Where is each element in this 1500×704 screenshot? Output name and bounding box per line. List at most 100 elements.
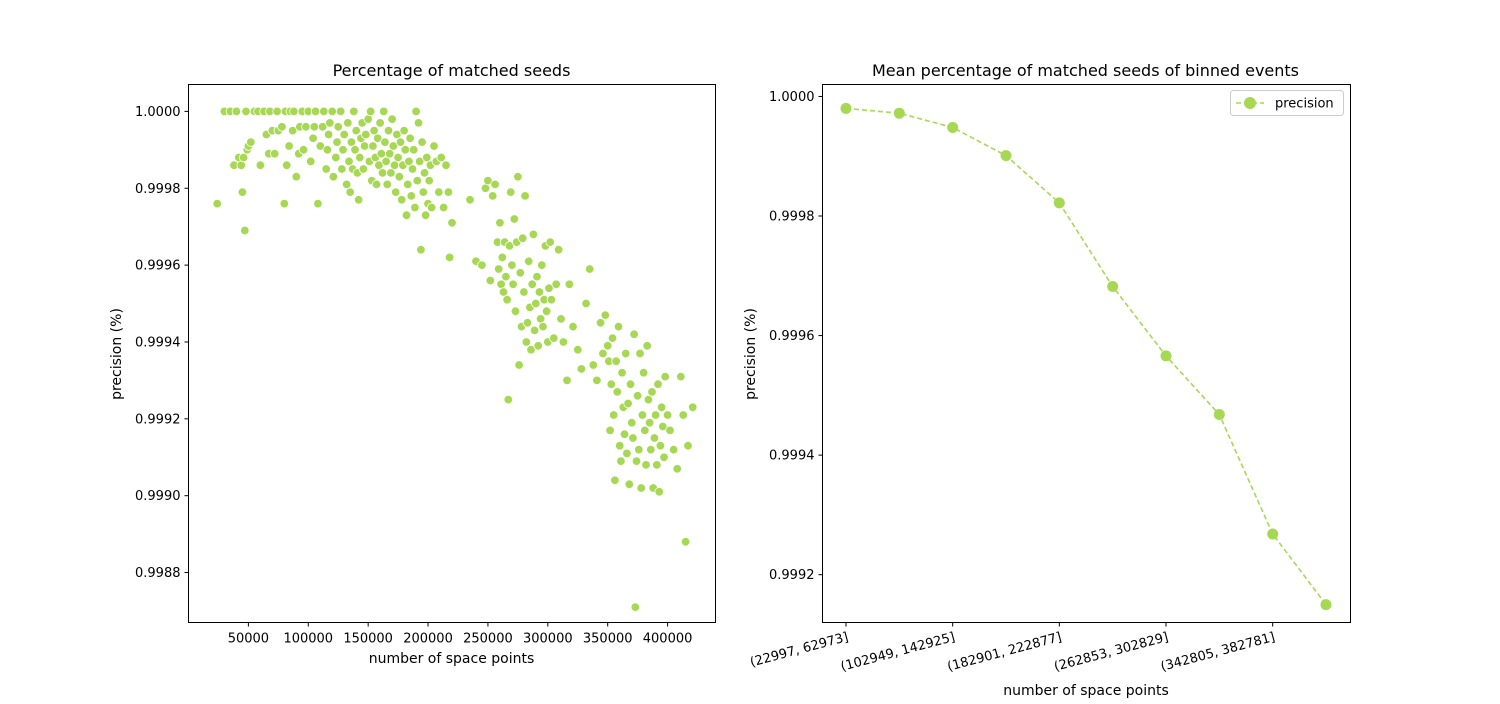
scatter-point (494, 264, 504, 274)
scatter-point (429, 141, 439, 151)
line-point (840, 102, 852, 114)
line-x-tick-label: (102949, 142925] (839, 630, 957, 675)
scatter-point (420, 210, 431, 220)
scatter-point (568, 321, 578, 332)
scatter-point (333, 122, 343, 132)
scatter-point (383, 125, 394, 136)
scatter-point (518, 233, 528, 243)
scatter-point (376, 148, 387, 159)
scatter-point (371, 179, 382, 190)
scatter-point (363, 114, 373, 124)
scatter-x-axis-ticks: 50000 100000 150000 200000 250000 300000 35000… (228, 622, 692, 647)
scatter-point (528, 229, 539, 240)
scatter-x-tick-label: 350000 (583, 632, 633, 647)
scatter-point (641, 460, 651, 470)
scatter-point (444, 252, 455, 263)
scatter-point (485, 275, 496, 286)
scatter-point (477, 260, 487, 270)
scatter-point (465, 195, 475, 205)
scatter-point (344, 156, 354, 167)
scatter-x-tick-label: 250000 (463, 632, 513, 647)
line-y-axis-label: precision (%) (743, 308, 759, 400)
scatter-point (412, 175, 423, 186)
scatter-point (301, 122, 311, 132)
scatter-point (328, 171, 339, 182)
line-series-path (845, 107, 1327, 606)
scatter-point (630, 602, 641, 612)
scatter-point (338, 145, 348, 155)
line-y-tick-label: 1.0000 (769, 90, 815, 105)
scatter-point (622, 448, 632, 459)
scatter-point (623, 398, 633, 409)
scatter-point (538, 321, 548, 332)
line-point (1267, 528, 1279, 540)
scatter-point (549, 333, 559, 343)
scatter-point (236, 160, 246, 170)
scatter-point (643, 394, 654, 405)
scatter-point (642, 341, 652, 351)
scatter-point (537, 260, 547, 270)
scatter-point (498, 287, 509, 297)
line-x-tick-label: (262853, 302829] (1052, 630, 1170, 675)
scatter-point (355, 152, 365, 163)
scatter-point (688, 402, 698, 413)
scatter-point (321, 164, 331, 174)
scatter-point (313, 198, 323, 209)
scatter-point (683, 441, 693, 451)
scatter-point (576, 364, 587, 374)
scatter-plot-frame (188, 84, 716, 623)
scatter-point (606, 379, 617, 389)
scatter-point (611, 356, 621, 366)
scatter-point (558, 337, 569, 347)
scatter-point (612, 387, 623, 397)
scatter-point (418, 187, 429, 197)
scatter-point (407, 164, 418, 174)
scatter-point (403, 179, 413, 190)
scatter-point (373, 133, 383, 144)
scatter-point (399, 125, 409, 136)
line-y-tick-label: 0.9994 (769, 449, 815, 464)
scatter-point (374, 160, 384, 170)
scatter-point (410, 202, 420, 213)
line-y-axis-ticks: 0.9992 0.9994 0.9996 0.9998 1.0000 (769, 90, 823, 583)
scatter-point (676, 371, 686, 382)
scatter-point (282, 160, 292, 170)
scatter-point (665, 425, 675, 436)
scatter-point (240, 225, 250, 236)
scatter-point (658, 421, 668, 432)
scatter-y-axis-label: precision (%) (109, 308, 125, 400)
scatter-point (556, 314, 566, 324)
scatter-point (607, 333, 618, 343)
scatter-point (349, 106, 359, 117)
scatter-point (231, 106, 242, 117)
scatter-point (483, 175, 493, 186)
scatter-point (417, 137, 427, 147)
scatter-point (279, 198, 290, 209)
scatter-y-tick-label: 0.9988 (135, 566, 181, 581)
scatter-point (404, 156, 414, 167)
scatter-point (636, 483, 646, 493)
scatter-point (637, 410, 648, 420)
scatter-point (629, 329, 639, 340)
scatter-point (508, 279, 518, 290)
scatter-point (381, 156, 391, 167)
scatter-point (401, 210, 412, 220)
scatter-point (291, 171, 302, 182)
scatter-point (529, 325, 540, 336)
scatter-point (501, 271, 511, 282)
scatter-point (353, 195, 364, 205)
scatter-point (545, 237, 555, 247)
scatter-point (656, 402, 667, 413)
line-point (1320, 599, 1332, 611)
scatter-point (339, 129, 349, 140)
scatter-point (306, 156, 316, 167)
line-point (1107, 281, 1119, 292)
scatter-point (625, 379, 636, 389)
scatter-point (605, 425, 615, 436)
scatter-point (638, 368, 649, 378)
scatter-point (619, 429, 630, 439)
scatter-point (409, 145, 419, 155)
scatter-point (617, 368, 627, 378)
line-plot-frame (822, 84, 1351, 623)
